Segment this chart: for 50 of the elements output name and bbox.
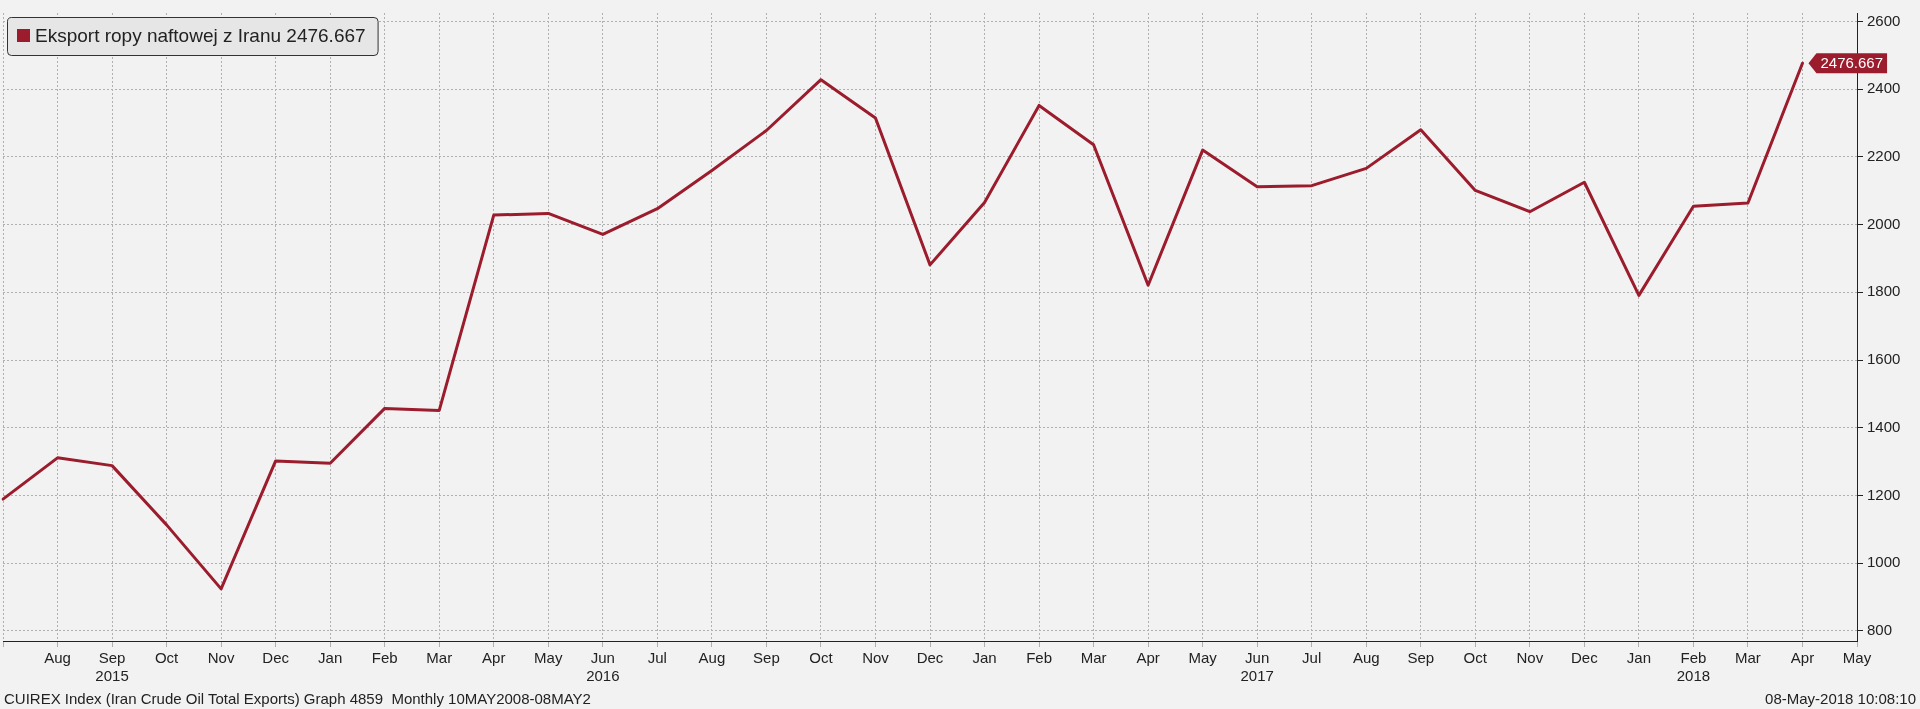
x-tick-label: Jul: [1302, 649, 1322, 667]
x-tick-label: Mar: [1080, 649, 1107, 667]
x-tick-label: Sep: [753, 649, 780, 667]
x-tick-label: Nov: [207, 649, 235, 667]
x-tick-label: May: [1842, 649, 1872, 667]
x-tick-label: Oct: [154, 649, 180, 667]
x-tick-label: Feb: [371, 649, 398, 667]
x-tick-label: Mar: [1735, 649, 1761, 667]
category-label: Jun: [590, 649, 615, 667]
x-tick-label: Feb: [1026, 649, 1052, 667]
x-tick-label: Jan: [972, 649, 997, 667]
category-label: Jun: [1245, 649, 1270, 667]
x-tick-label: Jan: [1626, 649, 1651, 667]
y-tick-label: 2600: [1867, 11, 1901, 29]
data-label: 2476.667: [1820, 54, 1884, 72]
y-tick-label: 1400: [1867, 417, 1901, 435]
y-tick-label: 2000: [1867, 214, 1901, 232]
x-tick-label: Sep: [1407, 649, 1435, 667]
x-tick-label: Aug: [698, 649, 726, 667]
y-tick-label: 800: [1867, 620, 1893, 638]
y-tick-label: 1000: [1867, 553, 1901, 571]
legend-label: Eksport ropy naftowej z Iranu 2476.667: [35, 25, 366, 47]
x-tick-label: Jul: [647, 649, 667, 667]
y-tick-label: 1800: [1867, 282, 1901, 300]
y-tick-label: 1600: [1867, 350, 1901, 368]
x-tick-label: Oct: [1463, 649, 1488, 667]
x-tick-label: Apr: [1136, 649, 1160, 667]
x-tick-label: Aug: [44, 649, 71, 667]
x-tick-label: Apr: [1790, 649, 1815, 667]
x-tick-label: Nov: [1516, 649, 1544, 667]
y-tick-label: 2400: [1867, 79, 1901, 97]
x-tick-label: Aug: [1352, 649, 1380, 667]
x-tick-label: Dec: [916, 649, 944, 667]
x-tick-label: Oct: [809, 649, 834, 667]
x-tick-label: Mar: [426, 649, 453, 667]
category-label: 2018: [1676, 667, 1711, 685]
x-tick-label: Jan: [318, 649, 343, 667]
y-tick-label: 1200: [1867, 485, 1901, 503]
x-tick-label: Apr: [482, 649, 506, 667]
x-tick-label: May: [1188, 649, 1218, 667]
category-label: 2017: [1240, 667, 1274, 685]
x-tick-label: Dec: [1571, 649, 1599, 667]
category-label: 2015: [95, 667, 129, 685]
x-tick-label: Nov: [862, 649, 890, 667]
x-tick-label: May: [534, 649, 563, 667]
y-tick-label: 2200: [1867, 147, 1901, 165]
text: 08-May-2018 10:08:10: [1765, 689, 1916, 707]
text: CUIREX Index (Iran Crude Oil Total Exports) Graph 4859 Monthly 10MAY2008-08MAY2: [4, 689, 591, 707]
category-label: 2016: [586, 667, 620, 685]
x-tick-label: Dec: [262, 649, 290, 667]
